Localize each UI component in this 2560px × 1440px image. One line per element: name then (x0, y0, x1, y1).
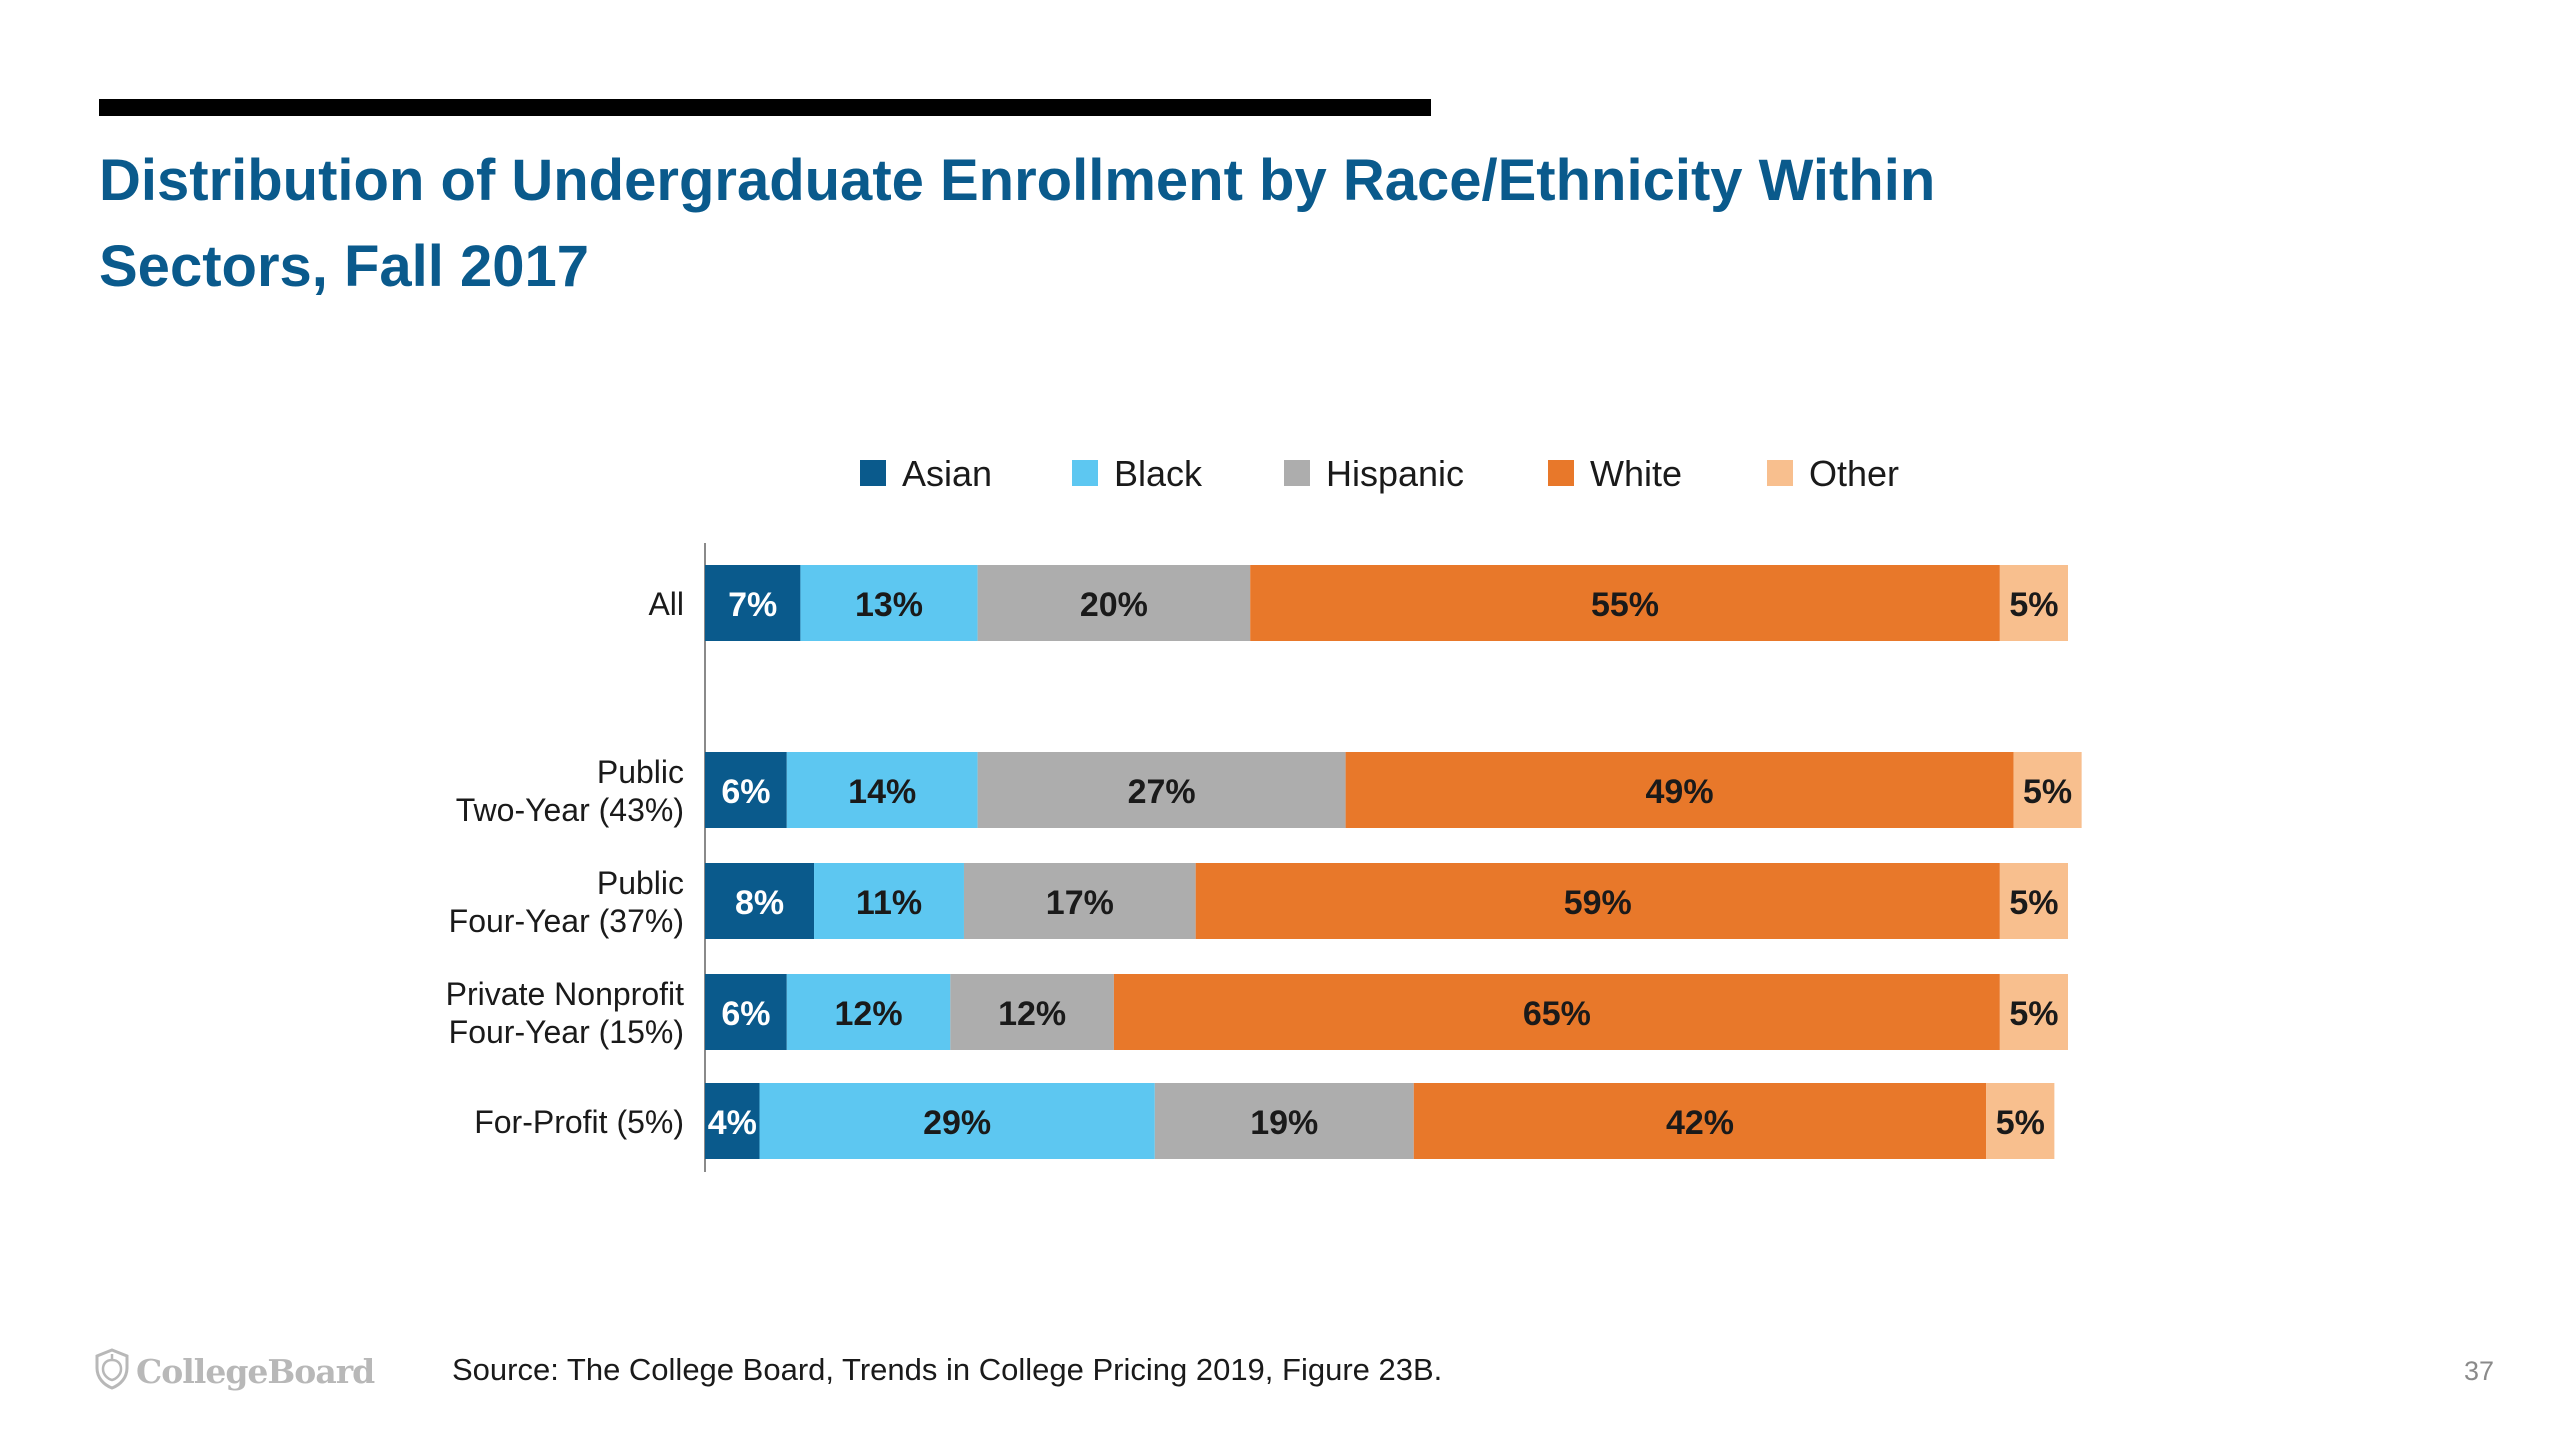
college-board-logo: CollegeBoard (94, 1348, 375, 1395)
bar-other-public-four-year-37 (1999, 863, 2068, 939)
data-label-other-public-two-year-43: 5% (2023, 773, 2072, 811)
title-line: Distribution of Undergraduate Enrollment… (99, 148, 1936, 213)
category-label-public-two-year-43: Public (597, 754, 684, 790)
legend-label-other: Other (1809, 453, 1899, 494)
page-title: Distribution of Undergraduate Enrollment… (99, 138, 2199, 310)
bar-hispanic-private-nonprofit-four-year-15 (950, 974, 1114, 1050)
bar-asian-public-two-year-43 (705, 752, 787, 828)
category-label-public-two-year-43: Two-Year (43%) (456, 792, 684, 828)
data-label-hispanic-private-nonprofit-four-year-15: 12% (998, 995, 1066, 1033)
legend-swatch-white (1548, 460, 1574, 486)
data-label-asian-for-profit-5: 4% (708, 1104, 757, 1142)
legend-swatch-black (1072, 460, 1098, 486)
data-label-asian-public-two-year-43: 6% (721, 773, 770, 811)
data-label-hispanic-public-four-year-37: 17% (1046, 884, 1114, 922)
category-label-public-four-year-37: Four-Year (37%) (449, 903, 684, 939)
bar-black-all (800, 565, 978, 641)
bar-black-public-two-year-43 (786, 752, 978, 828)
legend-label-asian: Asian (902, 453, 992, 494)
bar-white-private-nonprofit-four-year-15 (1113, 974, 2000, 1050)
category-label-all: All (648, 586, 684, 622)
data-label-black-private-nonprofit-four-year-15: 12% (835, 995, 903, 1033)
data-label-asian-public-four-year-37: 8% (735, 884, 784, 922)
bar-hispanic-public-two-year-43 (977, 752, 1346, 828)
bar-white-all (1250, 565, 2000, 641)
data-label-hispanic-all: 20% (1080, 586, 1148, 624)
data-label-black-all: 13% (855, 586, 923, 624)
category-label-for-profit-5: For-Profit (5%) (474, 1104, 684, 1140)
legend-swatch-hispanic (1284, 460, 1310, 486)
title-line: Sectors, Fall 2017 (99, 234, 590, 299)
bar-asian-public-four-year-37 (705, 863, 815, 939)
data-label-hispanic-for-profit-5: 19% (1250, 1104, 1318, 1142)
data-label-other-public-four-year-37: 5% (2009, 884, 2058, 922)
legend-swatch-asian (860, 460, 886, 486)
data-label-white-public-two-year-43: 49% (1646, 773, 1714, 811)
top-rule (99, 99, 1431, 116)
bar-other-public-two-year-43 (2013, 752, 2082, 828)
data-label-black-public-four-year-37: 11% (856, 884, 922, 922)
acorn-shield-icon (94, 1348, 130, 1395)
bar-black-for-profit-5 (759, 1083, 1155, 1159)
data-label-other-all: 5% (2009, 586, 2058, 624)
category-label-public-four-year-37: Public (597, 865, 684, 901)
category-label-private-nonprofit-four-year-15: Private Nonprofit (446, 976, 684, 1012)
legend-label-black: Black (1114, 453, 1203, 494)
bar-white-for-profit-5 (1413, 1083, 1987, 1159)
bar-hispanic-for-profit-5 (1154, 1083, 1414, 1159)
bar-asian-all (705, 565, 801, 641)
bar-other-private-nonprofit-four-year-15 (1999, 974, 2068, 1050)
category-label-private-nonprofit-four-year-15: Four-Year (15%) (449, 1014, 684, 1050)
bar-hispanic-all (977, 565, 1251, 641)
legend-label-white: White (1590, 453, 1682, 494)
data-label-asian-all: 7% (728, 586, 777, 624)
legend-swatch-other (1767, 460, 1793, 486)
bar-other-for-profit-5 (1986, 1083, 2055, 1159)
bar-black-public-four-year-37 (814, 863, 964, 939)
data-label-white-all: 55% (1591, 586, 1659, 624)
data-label-other-private-nonprofit-four-year-15: 5% (2009, 995, 2058, 1033)
bar-white-public-two-year-43 (1345, 752, 2014, 828)
bar-asian-for-profit-5 (705, 1083, 760, 1159)
data-label-hispanic-public-two-year-43: 27% (1128, 773, 1196, 811)
bar-black-private-nonprofit-four-year-15 (786, 974, 951, 1050)
data-label-white-public-four-year-37: 59% (1564, 884, 1632, 922)
bar-other-all (1999, 565, 2068, 641)
bar-asian-private-nonprofit-four-year-15 (705, 974, 787, 1050)
logo-text: CollegeBoard (136, 1352, 375, 1391)
data-label-white-for-profit-5: 42% (1666, 1104, 1734, 1142)
data-label-white-private-nonprofit-four-year-15: 65% (1523, 995, 1591, 1033)
legend-label-hispanic: Hispanic (1326, 453, 1464, 494)
bar-hispanic-public-four-year-37 (963, 863, 1196, 939)
data-label-black-public-two-year-43: 14% (848, 773, 916, 811)
data-label-other-for-profit-5: 5% (1996, 1104, 2045, 1142)
source-note: Source: The College Board, Trends in Col… (452, 1352, 1443, 1387)
data-label-black-for-profit-5: 29% (923, 1104, 991, 1142)
data-label-asian-private-nonprofit-four-year-15: 6% (721, 995, 770, 1033)
bar-white-public-four-year-37 (1195, 863, 2000, 939)
page-number: 37 (2463, 1356, 2494, 1386)
